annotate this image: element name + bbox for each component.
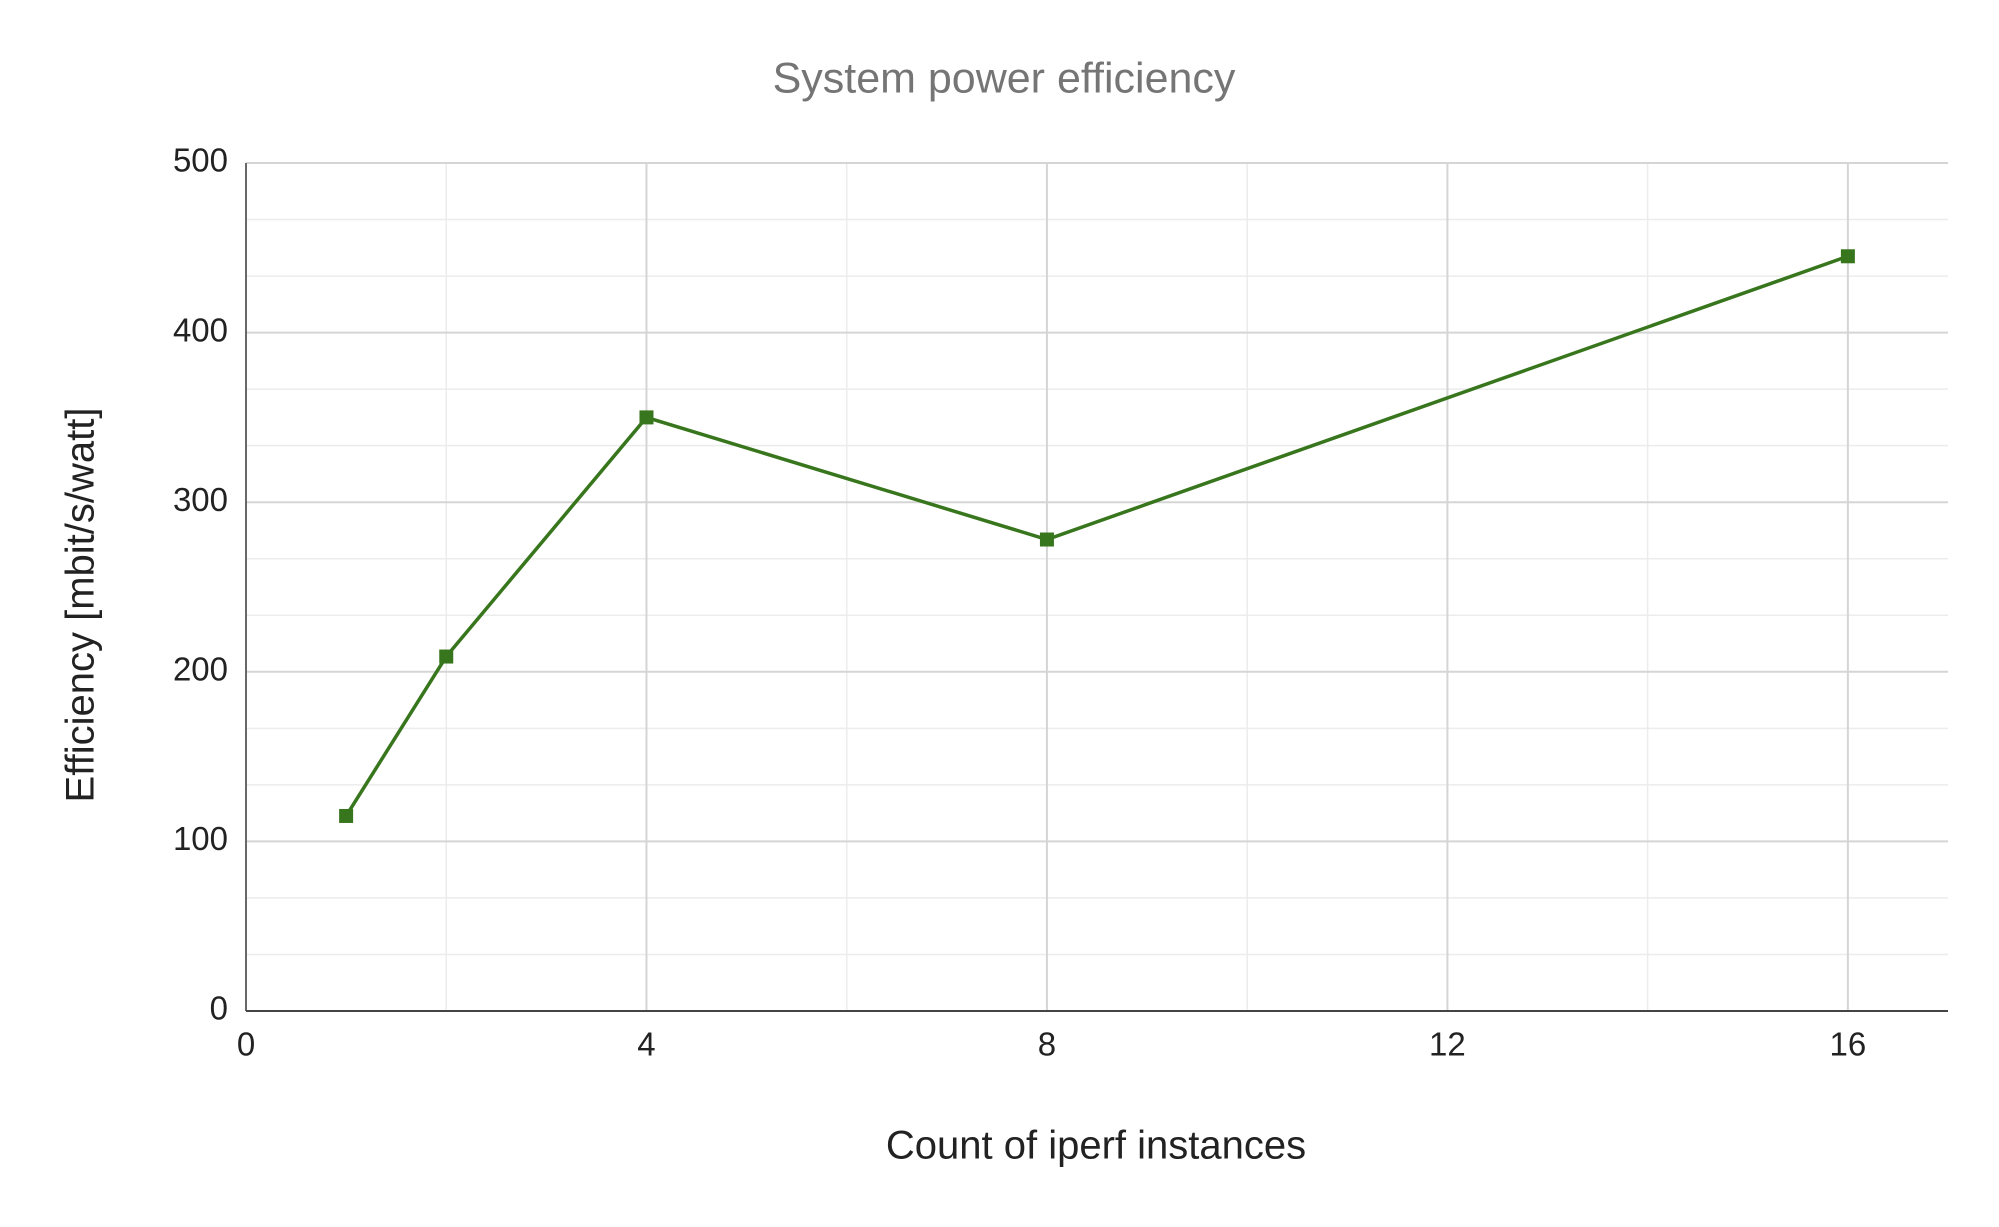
x-tick-label: 16 [1830,1026,1867,1063]
y-axis-label: Efficiency [mbit/s/watt] [59,408,103,803]
marker [339,808,354,823]
y-tick-label: 100 [173,820,228,857]
x-axis-label: Count of iperf instances [886,1124,1306,1168]
line [344,254,1849,817]
y-tick-label: 0 [210,990,228,1027]
y-tick-label: 300 [173,481,228,518]
marker [1039,532,1054,547]
marker [1840,249,1855,264]
x-tick-label: 8 [1038,1026,1056,1063]
y-tick-label: 400 [173,311,228,348]
chart-title: System power efficiency [773,54,1236,102]
y-tick-label: 200 [173,651,228,688]
marker [639,410,654,425]
x-tick-label: 4 [637,1026,655,1063]
x-tick-label: 0 [237,1026,255,1063]
x-tick-label: 12 [1429,1026,1466,1063]
marker [439,649,454,664]
y-tick-label: 500 [173,142,228,179]
